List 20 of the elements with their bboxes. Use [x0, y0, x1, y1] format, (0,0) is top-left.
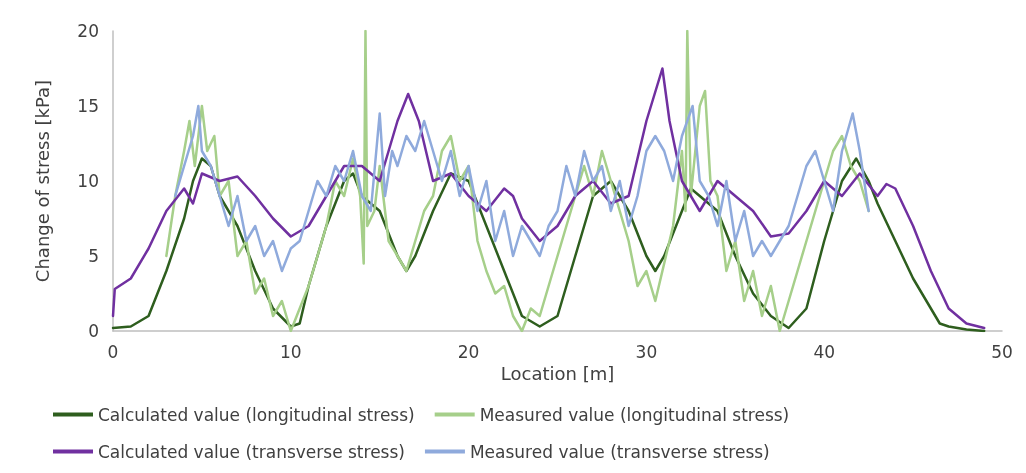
- line-series: [111, 67, 986, 330]
- x-tick-label: 50: [991, 341, 1013, 362]
- legend-label: Calculated value (longitudinal stress): [98, 404, 415, 425]
- y-tick-label: 20: [77, 21, 99, 41]
- y-tick-label: 5: [88, 246, 99, 266]
- x-tick-label: 20: [457, 341, 480, 362]
- legend-label: Calculated value (transverse stress): [98, 441, 405, 462]
- x-tick-label: 40: [813, 341, 836, 362]
- x-tick-label: 10: [279, 341, 302, 362]
- legend-label: Measured value (transverse stress): [469, 441, 770, 462]
- x-tick-label: 30: [635, 341, 658, 362]
- line-series: [165, 29, 870, 333]
- x-axis-title: Location [m]: [500, 363, 615, 385]
- y-tick-label: 10: [77, 171, 99, 191]
- y-axis-title: Change of stress [kPa]: [31, 79, 53, 283]
- y-tick-label: 15: [77, 96, 99, 116]
- line-series: [173, 104, 870, 273]
- y-tick-label: 0: [88, 321, 99, 341]
- x-tick-label: 0: [107, 341, 119, 362]
- legend-label: Measured value (longitudinal stress): [479, 404, 790, 425]
